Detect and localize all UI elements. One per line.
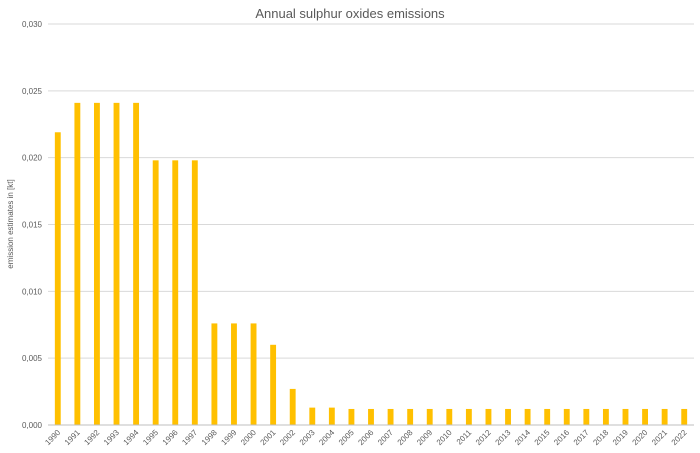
x-tick-label: 1997	[180, 428, 199, 447]
x-tick-label: 1998	[200, 428, 219, 447]
bar-2022	[681, 408, 688, 425]
x-tick-label: 2021	[650, 428, 669, 447]
bar-2016	[563, 408, 570, 425]
gridlines	[48, 23, 694, 359]
bar-2009	[426, 408, 433, 425]
y-tick-labels: 0,000 0,005 0,010 0,015 0,020 0,025 0,030	[22, 20, 43, 430]
x-tick-label: 2020	[631, 428, 650, 447]
bar-2010	[446, 408, 453, 425]
x-tick-label: 2007	[376, 428, 395, 447]
bar-1995	[152, 160, 159, 425]
x-tick-label: 1999	[219, 428, 238, 447]
bar-2005	[348, 408, 355, 425]
bar-2018	[602, 408, 609, 425]
x-tick-label: 2004	[317, 428, 336, 447]
x-tick-label: 2013	[493, 428, 512, 447]
x-tick-labels: 1990 1991 1992 1993 1994 1995 1996 1997 1998 1999…	[43, 428, 689, 447]
bar-2017	[583, 408, 590, 425]
x-tick-label: 1994	[122, 428, 141, 447]
y-axis-label: emission estimates in [kt]	[6, 179, 15, 268]
x-tick-label: 2017	[572, 428, 591, 447]
bar-2007	[387, 408, 394, 425]
x-tick-label: 2014	[513, 428, 532, 447]
bar-1999	[231, 323, 237, 425]
x-tick-label: 2006	[356, 428, 375, 447]
bar-2002	[289, 388, 296, 425]
x-tick-label: 2018	[591, 428, 610, 447]
bar-2000	[250, 323, 257, 425]
x-tick-label: 1993	[102, 428, 121, 447]
x-tick-label: 1995	[141, 428, 160, 447]
bar-2001	[270, 344, 277, 425]
bars	[54, 102, 688, 425]
x-tick-label: 2012	[474, 428, 493, 447]
bar-1990	[54, 132, 61, 425]
chart-title: Annual sulphur oxides emissions	[255, 6, 445, 21]
bar-2012	[485, 408, 492, 425]
bar-2004	[328, 407, 335, 425]
bar-1992	[94, 102, 100, 425]
x-tick-label: 2022	[670, 428, 689, 447]
x-tick-label: 2010	[435, 428, 454, 447]
bar-2003	[309, 407, 316, 425]
y-tick-label: 0,005	[22, 354, 43, 363]
x-tick-label: 2019	[611, 428, 630, 447]
x-tick-label: 2000	[239, 428, 258, 447]
x-tick-label: 2011	[455, 428, 474, 447]
bar-2013	[505, 408, 511, 425]
y-tick-label: 0,025	[22, 87, 43, 96]
bar-2014	[524, 408, 531, 425]
y-tick-label: 0,030	[22, 20, 43, 29]
x-tick-label: 1991	[63, 428, 82, 447]
x-tick-label: 1996	[161, 428, 180, 447]
bar-2021	[661, 408, 668, 425]
x-tick-label: 2009	[415, 428, 434, 447]
bar-1991	[74, 102, 81, 425]
x-tick-label: 2003	[298, 428, 317, 447]
y-tick-label: 0,000	[22, 421, 43, 430]
bar-2020	[642, 408, 648, 425]
x-tick-label: 2005	[337, 428, 356, 447]
bar-1998	[211, 323, 218, 425]
bar-2008	[407, 408, 414, 425]
y-tick-label: 0,015	[22, 221, 43, 230]
x-tick-label: 2008	[396, 428, 415, 447]
bar-1997	[191, 160, 198, 425]
x-tick-label: 1992	[82, 428, 101, 447]
x-tick-label: 2015	[533, 428, 552, 447]
bar-1996	[172, 160, 179, 425]
x-tick-label: 1990	[43, 428, 62, 447]
x-tick-label: 2001	[259, 428, 278, 447]
y-tick-label: 0,010	[22, 287, 43, 296]
bar-2011	[465, 408, 472, 425]
bar-2019	[622, 408, 629, 425]
bar-2006	[368, 408, 374, 425]
x-tick-label: 2016	[552, 428, 571, 447]
bar-2015	[544, 408, 551, 425]
bar-1994	[133, 102, 140, 425]
x-tick-label: 2002	[278, 428, 297, 447]
y-tick-label: 0,020	[22, 154, 43, 163]
bar-1993	[113, 102, 120, 425]
